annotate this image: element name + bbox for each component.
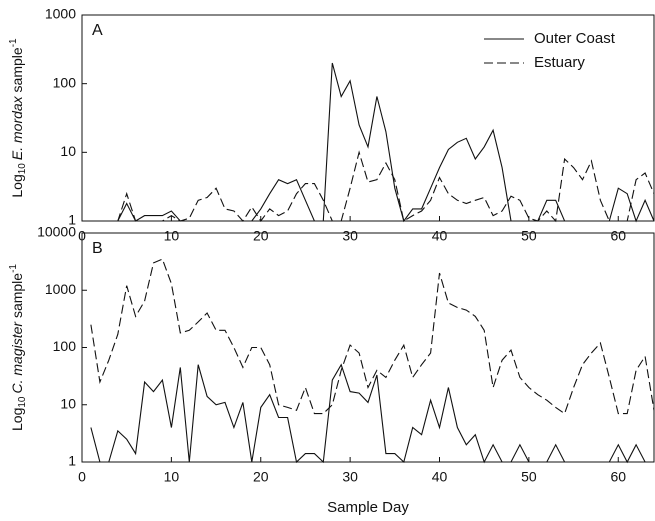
x-tick-label: 20 [253,469,269,485]
x-tick-label: 10 [164,228,180,244]
series-line [90,363,654,464]
y-axis-label-pre: Log [9,408,25,431]
plot-frame [81,232,655,463]
y-tick-label: 1000 [45,281,76,297]
y-tick-label: 10 [60,395,76,411]
x-tick-label: 50 [521,469,537,485]
panel-label: A [92,22,103,39]
y-tick-label: 1 [68,453,76,469]
y-tick-label: 1000 [45,6,76,22]
y-axis-label: Log10 C. magister sample-1 [8,264,28,431]
x-tick-label: 60 [610,228,626,244]
y-axis-label-sub: 10 [17,163,28,175]
y-tick-label: 100 [53,74,77,90]
x-tick-label: 40 [432,228,448,244]
y-axis-label-italic: E. mordax [9,95,25,160]
legend-label: Estuary [534,54,585,71]
x-tick-label: 60 [610,469,626,485]
x-tick-label: 30 [342,228,358,244]
x-tick-label: 20 [253,228,269,244]
y-axis-label-post: sample [9,273,25,322]
series-line [90,258,654,415]
y-tick-label: 100 [53,338,77,354]
panel-label: B [92,240,103,257]
y-axis-label-sup: -1 [8,264,19,273]
plot-frame [81,14,655,222]
x-tick-label: 40 [432,469,448,485]
x-tick-label: 50 [521,228,537,244]
x-tick-label: 0 [78,469,86,485]
y-axis-label-italic: C. magister [9,321,25,394]
series-line [90,150,654,223]
y-axis-label-sup: -1 [8,38,19,47]
legend-label: Outer Coast [534,30,616,47]
y-axis-label-sub: 10 [17,396,28,408]
y-axis-label-post: sample [9,47,25,96]
y-tick-label: 10 [60,143,76,159]
x-tick-label: 10 [164,469,180,485]
x-axis-label: Sample Day [327,499,409,516]
y-axis-label: Log10 E. mordax sample-1 [8,38,28,198]
y-axis-label-pre: Log [9,174,25,197]
y-tick-label: 1 [68,212,76,228]
x-tick-label: 30 [342,469,358,485]
series-line [90,62,654,223]
y-tick-label: 10000 [37,224,76,240]
